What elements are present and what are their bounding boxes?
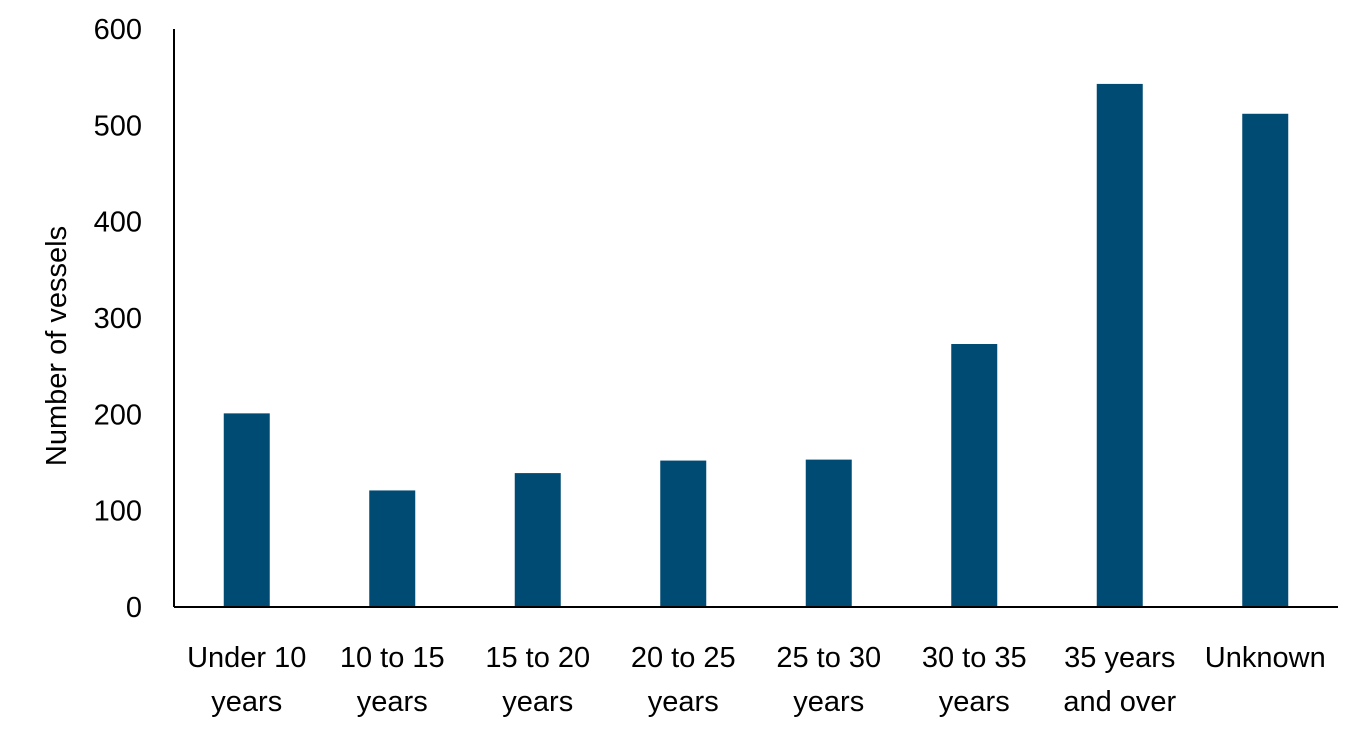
bar xyxy=(223,413,270,607)
y-axis-ticks: 0 100 200 300 400 500 600 xyxy=(94,14,142,624)
y-tick-label: 0 xyxy=(126,592,142,624)
bar xyxy=(951,344,998,607)
y-tick-label: 100 xyxy=(94,496,142,528)
x-tick-label: years xyxy=(211,686,282,718)
bar xyxy=(1242,113,1289,608)
x-tick-label: Under 10 xyxy=(187,642,306,674)
x-tick-label: years xyxy=(357,686,428,718)
y-tick-label: 600 xyxy=(94,14,142,46)
y-tick-label: 400 xyxy=(94,207,142,239)
x-tick-label: 30 to 35 xyxy=(922,642,1027,674)
x-tick-label: 25 to 30 xyxy=(776,642,881,674)
bars xyxy=(223,83,1289,608)
bar xyxy=(805,459,852,607)
x-tick-label: 35 years xyxy=(1064,642,1175,674)
x-axis-labels: Under 10 years 10 to 15 years 15 to 20 years 2… xyxy=(187,642,1326,718)
x-tick-label: years xyxy=(939,686,1010,718)
bar xyxy=(369,490,416,607)
y-tick-label: 200 xyxy=(94,399,142,431)
x-tick-label: 10 to 15 xyxy=(340,642,445,674)
x-tick-label: 15 to 20 xyxy=(485,642,590,674)
y-axis-title: Number of vessels xyxy=(41,226,73,466)
x-tick-label: years xyxy=(793,686,864,718)
y-tick-label: 300 xyxy=(94,303,142,335)
bar xyxy=(660,460,707,607)
x-tick-label: years xyxy=(648,686,719,718)
bar xyxy=(514,473,561,607)
x-tick-label: years xyxy=(502,686,573,718)
y-tick-label: 500 xyxy=(94,110,142,142)
bar xyxy=(1096,83,1143,607)
x-tick-label: 20 to 25 xyxy=(631,642,736,674)
x-tick-label: and over xyxy=(1063,686,1176,718)
x-tick-label: Unknown xyxy=(1205,642,1326,674)
